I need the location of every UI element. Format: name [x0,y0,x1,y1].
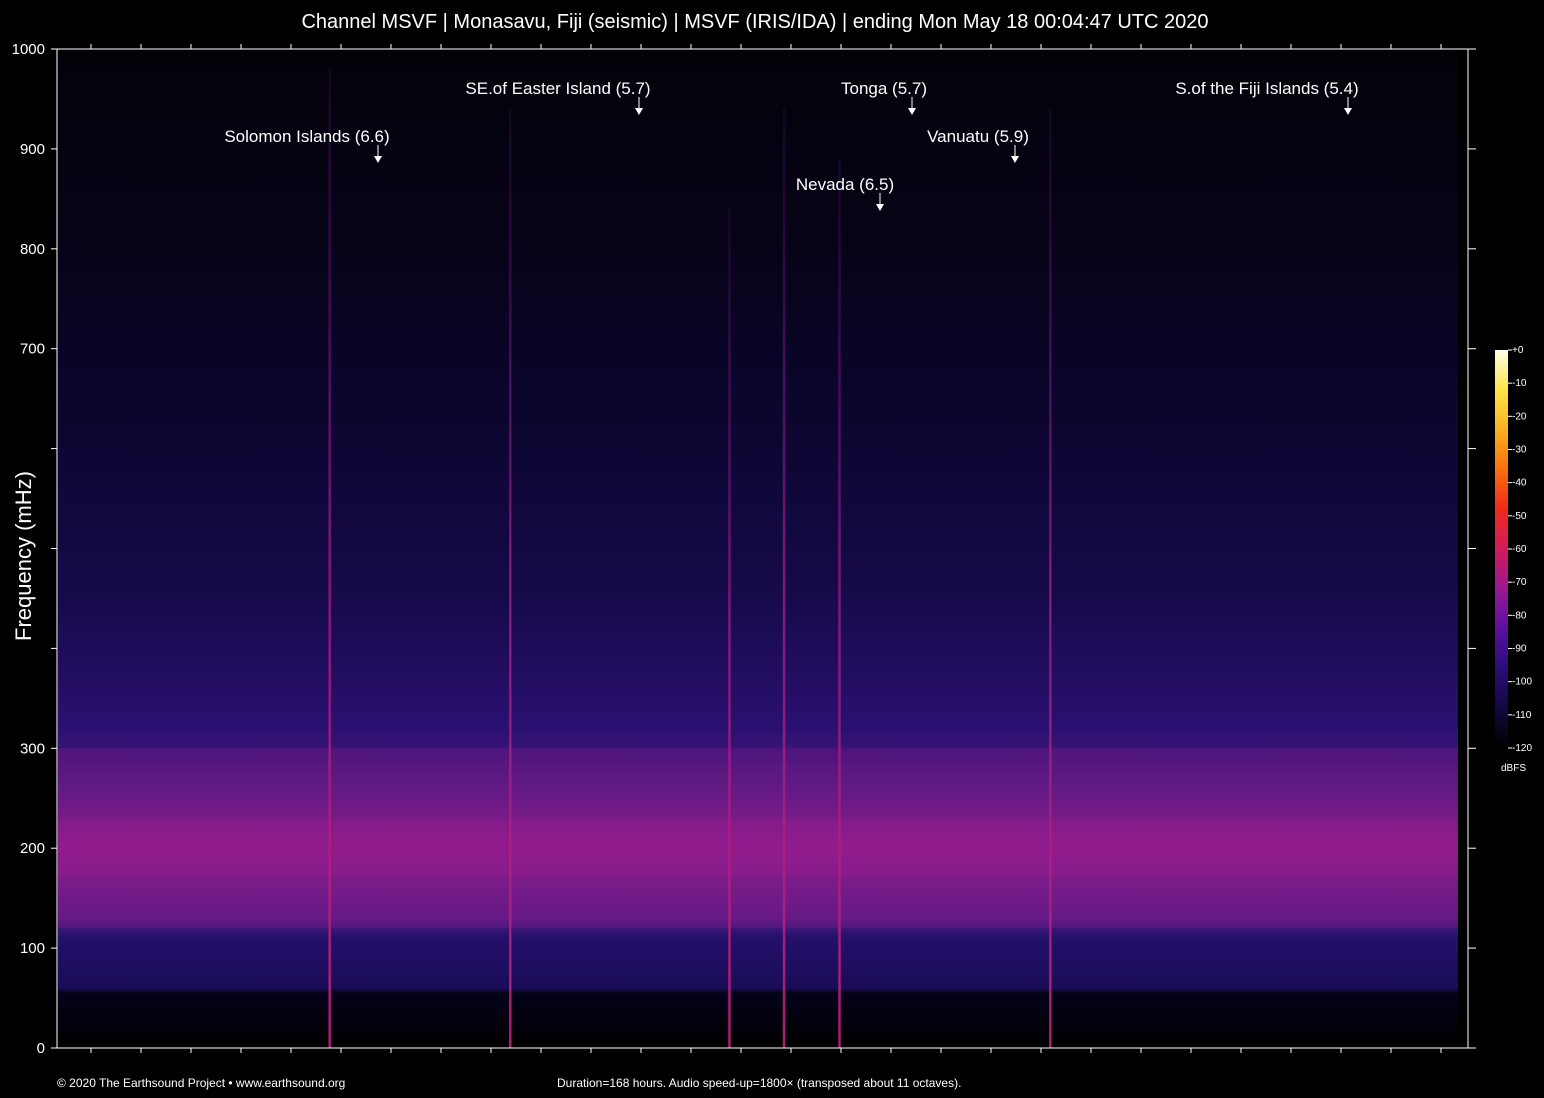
colorbar-tick-label: -60 [1512,544,1527,555]
colorbar-tick-label: -100 [1512,677,1532,688]
x-axis [90,44,1442,1053]
noise-band [58,748,1457,929]
event-streak [328,68,331,1049]
y-tick-label: 200 [20,840,45,857]
colorbar-tick-label: +0 [1512,345,1524,356]
colorbar-tick-label: -40 [1512,478,1527,489]
event-annotation: Solomon Islands (6.6) [224,127,390,163]
footer-duration: Duration=168 hours. Audio speed-up=1800×… [557,1076,961,1090]
colorbar-tick-label: -90 [1512,644,1527,655]
event-streak [782,108,786,1048]
y-tick-label: 1000 [12,41,45,58]
event-arrow-head [1011,156,1019,163]
event-streak [838,158,841,1048]
event-label: Vanuatu (5.9) [927,127,1029,146]
colorbar-tick-label: -50 [1512,511,1527,522]
event-streak [509,108,512,1048]
event-lines [58,68,1457,1049]
event-label: Solomon Islands (6.6) [224,127,389,146]
y-tick-label: 100 [20,940,45,957]
colorbar-ticks: +0 -10 -20 -30 -40 -50 -60 -70 -80 -90 -100 -110 -12… [1508,345,1532,754]
footer-copyright: © 2020 The Earthsound Project • www.eart… [57,1076,345,1090]
colorbar-tick-label: -70 [1512,577,1527,588]
event-streak [728,208,731,1049]
colorbar-tick-label: -10 [1512,378,1527,389]
y-tick-label: 700 [20,341,45,358]
event-arrow-head [908,108,916,115]
y-tick-label: 900 [20,141,45,158]
colorbar [1495,350,1508,748]
event-arrow-head [374,156,382,163]
event-label: SE.of Easter Island (5.7) [465,79,650,98]
event-label: S.of the Fiji Islands (5.4) [1175,79,1358,98]
colorbar-tick-label: -30 [1512,445,1527,456]
event-annotation: SE.of Easter Island (5.7) [465,79,651,115]
event-annotations: Solomon Islands (6.6) SE.of Easter Island… [224,79,1359,211]
event-streak [1049,108,1052,1048]
chart-title: Channel MSVF | Monasavu, Fiji (seismic) … [301,11,1208,33]
event-annotation: Tonga (5.7) [841,79,927,115]
event-annotation: Nevada (6.5) [796,175,894,211]
noise-band-peak [58,818,1457,879]
event-label: Nevada (6.5) [796,175,894,194]
y-tick-label: 300 [20,740,45,757]
colorbar-tick-label: -20 [1512,411,1527,422]
event-annotation: S.of the Fiji Islands (5.4) [1175,79,1359,115]
colorbar-tick-label: -80 [1512,610,1527,621]
event-label: Tonga (5.7) [841,79,927,98]
event-arrow-head [635,108,643,115]
colorbar-unit: dBFS [1501,763,1526,774]
event-annotation: Vanuatu (5.9) [927,127,1029,163]
event-arrow-head [876,204,884,211]
y-axis-label: Frequency (mHz) [11,471,36,641]
y-axis: 0 100 200 300 700 800 900 1000 [12,41,1476,1057]
colorbar-tick-label: -110 [1512,710,1532,721]
spectrogram-background [58,49,1458,1048]
colorbar-tick-label: -120 [1512,743,1532,754]
event-arrow-head [1344,108,1352,115]
y-tick-label: 800 [20,241,45,258]
y-tick-label: 0 [37,1040,45,1057]
